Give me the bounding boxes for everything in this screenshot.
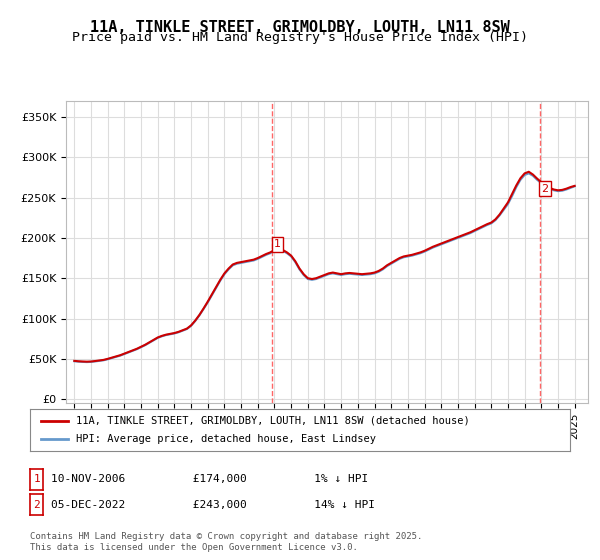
Text: 2: 2 [33, 500, 40, 510]
Text: 11A, TINKLE STREET, GRIMOLDBY, LOUTH, LN11 8SW: 11A, TINKLE STREET, GRIMOLDBY, LOUTH, LN… [90, 20, 510, 35]
Text: 1: 1 [274, 239, 281, 249]
Text: 05-DEC-2022          £243,000          14% ↓ HPI: 05-DEC-2022 £243,000 14% ↓ HPI [51, 500, 375, 510]
Text: Price paid vs. HM Land Registry's House Price Index (HPI): Price paid vs. HM Land Registry's House … [72, 31, 528, 44]
Text: Contains HM Land Registry data © Crown copyright and database right 2025.
This d: Contains HM Land Registry data © Crown c… [30, 532, 422, 552]
Text: 10-NOV-2006          £174,000          1% ↓ HPI: 10-NOV-2006 £174,000 1% ↓ HPI [51, 474, 368, 484]
Text: HPI: Average price, detached house, East Lindsey: HPI: Average price, detached house, East… [76, 434, 376, 444]
Text: 11A, TINKLE STREET, GRIMOLDBY, LOUTH, LN11 8SW (detached house): 11A, TINKLE STREET, GRIMOLDBY, LOUTH, LN… [76, 416, 470, 426]
Text: 2: 2 [541, 184, 548, 194]
Text: 1: 1 [33, 474, 40, 484]
